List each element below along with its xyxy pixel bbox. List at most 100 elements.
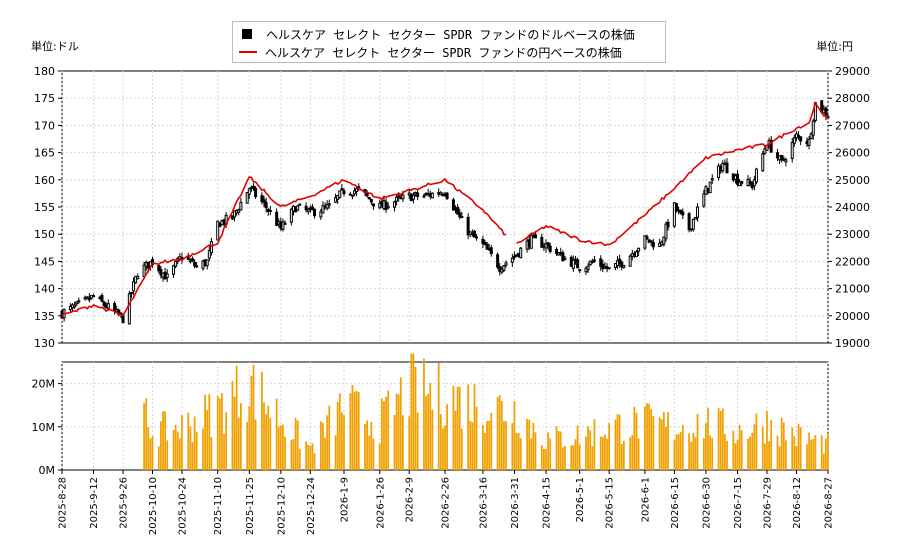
- x-axis-tick-label: 2026-5-15: [605, 477, 616, 529]
- volume-bar: [252, 364, 255, 470]
- volume-bar: [231, 381, 234, 470]
- candle-body: [233, 210, 237, 218]
- volume-bar: [416, 412, 419, 470]
- volume-bar: [694, 436, 697, 470]
- volume-bar: [484, 432, 486, 470]
- volume-bar: [608, 423, 611, 470]
- volume-bar: [820, 435, 823, 470]
- candle-body: [342, 190, 346, 195]
- candle-body: [481, 238, 485, 244]
- volume-bar: [353, 391, 356, 470]
- volume-bar: [705, 423, 707, 470]
- volume-bar: [298, 448, 301, 470]
- legend-swatch-candle: [242, 29, 252, 39]
- candle-body: [578, 269, 582, 272]
- volume-bar: [368, 435, 371, 470]
- candle-body: [708, 181, 712, 194]
- candle-body: [209, 241, 213, 254]
- x-axis-tick-label: 2026-6-15: [670, 477, 681, 529]
- volume-bar: [785, 440, 787, 470]
- volume-bar: [791, 427, 794, 470]
- candle-body: [340, 188, 344, 191]
- candle-body: [672, 202, 676, 227]
- x-axis-tick-label: 2026-7-15: [733, 477, 744, 529]
- candle-body: [725, 162, 729, 174]
- candle-body: [371, 203, 375, 207]
- volume-bar: [336, 401, 339, 470]
- volume-bar: [599, 436, 602, 470]
- volume-bar: [423, 358, 425, 470]
- candle-body: [752, 179, 756, 187]
- volume-bar: [576, 425, 579, 470]
- right-axis-tick-label: 23000: [835, 228, 870, 241]
- volume-bar: [490, 412, 493, 470]
- candle-body: [216, 220, 220, 241]
- candle-body: [260, 195, 264, 203]
- volume-bar: [620, 444, 623, 470]
- volume-bar: [601, 437, 604, 470]
- volume-bar: [543, 448, 545, 470]
- volume-bar: [572, 445, 575, 470]
- candle-body: [205, 259, 209, 267]
- candle-body: [395, 196, 399, 202]
- volume-bar: [782, 422, 785, 470]
- volume-bar: [296, 420, 299, 470]
- volume-bar: [172, 429, 175, 470]
- x-axis-tick-label: 2026-8-12: [792, 477, 803, 529]
- volume-bar: [812, 438, 815, 470]
- volume-axis-tick-label: 10M: [32, 421, 56, 434]
- candle-body: [193, 262, 197, 267]
- candle-body: [195, 265, 199, 268]
- candle-body: [262, 199, 266, 203]
- candle-body: [637, 247, 641, 252]
- candle-body: [590, 261, 594, 264]
- volume-bar: [246, 422, 249, 470]
- volume-bar: [408, 416, 411, 470]
- volume-bar: [652, 416, 655, 470]
- candle-body: [620, 261, 624, 268]
- volume-bar: [496, 397, 499, 470]
- volume-bar: [732, 430, 735, 470]
- left-axis-tick-label: 130: [34, 337, 55, 350]
- candle-body: [327, 203, 331, 206]
- volume-bar: [191, 442, 194, 470]
- volume-bar: [178, 438, 181, 470]
- candle-body: [466, 216, 470, 236]
- candle-body: [645, 236, 649, 239]
- volume-bar: [387, 390, 390, 470]
- volume-bar: [326, 415, 329, 470]
- volume-bar: [166, 440, 169, 470]
- volume-bar: [458, 386, 461, 470]
- candle-body: [350, 194, 354, 197]
- volume-bar: [221, 393, 223, 470]
- volume-bar: [216, 395, 219, 470]
- volume-bar: [707, 407, 709, 470]
- volume-bar: [248, 406, 251, 470]
- candle-body: [186, 256, 190, 260]
- candle-body: [546, 242, 550, 246]
- volume-bar: [696, 413, 699, 470]
- candle-body: [157, 265, 161, 272]
- volume-bar: [667, 411, 669, 470]
- volume-bar: [486, 421, 488, 470]
- volume-bar: [355, 390, 358, 470]
- candle-body: [807, 138, 811, 146]
- candle-body: [687, 213, 691, 231]
- candle-body: [439, 192, 443, 196]
- candle-body: [136, 275, 140, 279]
- volume-bar: [454, 410, 457, 470]
- volume-bar: [395, 393, 398, 470]
- x-axis-tick-label: 2026-8-27: [824, 477, 835, 529]
- volume-bar: [505, 421, 507, 470]
- volume-bar: [545, 449, 547, 470]
- candle-body: [458, 212, 462, 218]
- volume-bar: [606, 438, 608, 470]
- volume-bar: [660, 419, 663, 470]
- volume-bar: [688, 433, 690, 470]
- volume-bar: [534, 432, 537, 470]
- candle-body: [696, 206, 700, 218]
- volume-bar: [589, 430, 592, 470]
- volume-bar: [261, 372, 263, 470]
- candle-body: [797, 134, 801, 137]
- volume-bar: [311, 443, 314, 470]
